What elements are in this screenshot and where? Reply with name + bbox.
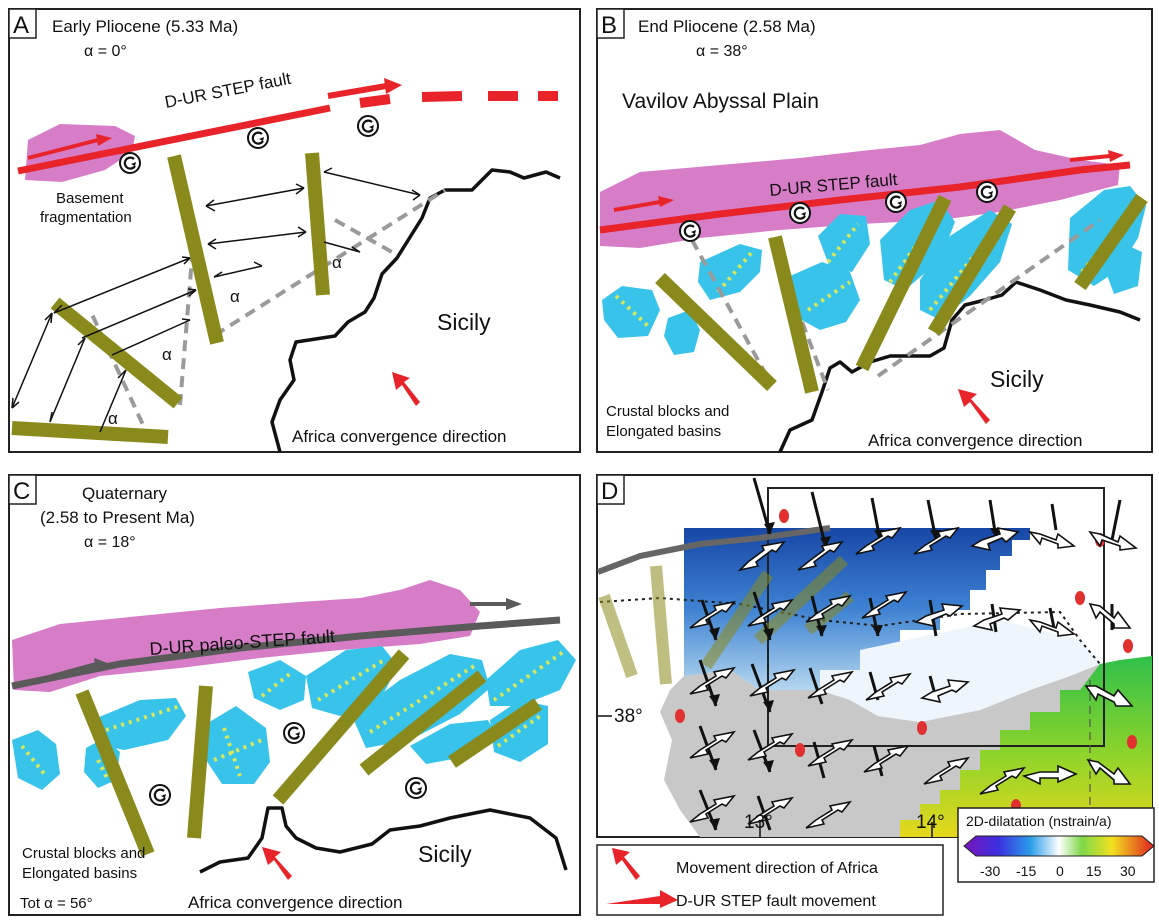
blocks-label-c-1: Crustal blocks and: [22, 845, 145, 862]
panel-d: 38° 13° 14° D 2D-dilatation (nstrain/a) …: [596, 474, 1155, 883]
legend-africa-movement: Movement direction of Africa: [676, 860, 878, 877]
colorbar-tick: -15: [1016, 863, 1036, 879]
panel-a: α α α α D-UR STEP fault Basement fragmen…: [8, 8, 581, 453]
convergence-label-c: Africa convergence direction: [188, 893, 403, 912]
rotation-icon: [884, 190, 908, 214]
rotation-icon: [118, 151, 142, 175]
rotation-icon: [246, 126, 270, 150]
step-fault-a: [17, 104, 331, 175]
africa-arrow-icon: [958, 389, 990, 424]
blocks-label-b-2: Elongated basins: [606, 423, 721, 440]
longitude-label-13: 13°: [744, 812, 773, 833]
colorbar-tick: 30: [1120, 863, 1136, 879]
panel-letter-d: D: [601, 478, 618, 505]
alpha-value-b: α = 38°: [696, 43, 748, 60]
colorbar-tick: 0: [1056, 863, 1064, 879]
rotation-icon: [282, 721, 306, 745]
alpha-value-a: α = 0°: [84, 43, 127, 60]
panel-title-c-2: (2.58 to Present Ma): [40, 508, 195, 527]
rotation-icon: [356, 114, 380, 138]
africa-arrow-icon: [392, 372, 420, 406]
legend-fault-movement: D-UR STEP fault movement: [676, 893, 876, 910]
colorbar: 2D-dilatation (nstrain/a) -30 -15 0 15 3…: [957, 807, 1155, 883]
alpha-mark: α: [332, 253, 342, 272]
colorbar-tick: 15: [1086, 863, 1102, 879]
coastline-c: [199, 806, 568, 874]
fault-movement-icon: [606, 890, 678, 908]
total-alpha-c: Tot α = 56°: [20, 895, 93, 912]
africa-movement-icon: [612, 848, 640, 880]
colorbar-title: 2D-dilatation (nstrain/a): [966, 813, 1112, 829]
africa-arrow-icon: [262, 847, 292, 880]
plain-label-b: Vavilov Abyssal Plain: [622, 90, 819, 113]
panel-title-c-1: Quaternary: [82, 484, 168, 503]
longitude-label-14: 14°: [916, 812, 945, 833]
sicily-label-b: Sicily: [990, 366, 1044, 392]
compression-field-d: [684, 528, 1030, 690]
rotation-icon: [404, 776, 428, 800]
colorbar-tick: -30: [980, 863, 1000, 879]
legend: Movement direction of Africa D-UR STEP f…: [596, 844, 944, 916]
rotation-icon: [975, 180, 999, 204]
alpha-value-c: α = 18°: [84, 534, 136, 551]
latitude-label: 38°: [614, 706, 643, 727]
panel-b: D-UR STEP fault Vavilov Abyssal Plain Si…: [596, 8, 1153, 453]
sicily-label-c: Sicily: [418, 841, 472, 867]
panel-letter-c: C: [13, 478, 30, 505]
alpha-mark: α: [162, 345, 172, 364]
basement-label-1: Basement: [56, 190, 124, 207]
panel-letter-b: B: [601, 12, 617, 39]
paleo-step-fault-c: [11, 616, 561, 690]
sicily-label-a: Sicily: [437, 309, 491, 335]
blocks-label-c-2: Elongated basins: [22, 865, 137, 882]
convergence-label-a: Africa convergence direction: [292, 427, 507, 446]
blocks-label-b-1: Crustal blocks and: [606, 403, 729, 420]
coastline-b: [778, 280, 1141, 452]
basement-label-2: fragmentation: [40, 209, 132, 226]
coastline-a: [270, 168, 561, 452]
alpha-mark: α: [108, 409, 118, 428]
convergence-label-b: Africa convergence direction: [868, 431, 1083, 450]
deformation-zone-b: [600, 130, 1120, 248]
panel-title-a: Early Pliocene (5.33 Ma): [52, 17, 238, 36]
rotation-icon: [148, 783, 172, 807]
rotation-icon: [678, 219, 702, 243]
panel-letter-a: A: [13, 12, 29, 39]
rotation-icon: [788, 201, 812, 225]
panel-c: D-UR paleo-STEP fault Sicily Crustal blo…: [8, 474, 581, 916]
alpha-mark: α: [230, 287, 240, 306]
panel-title-b: End Pliocene (2.58 Ma): [638, 17, 816, 36]
